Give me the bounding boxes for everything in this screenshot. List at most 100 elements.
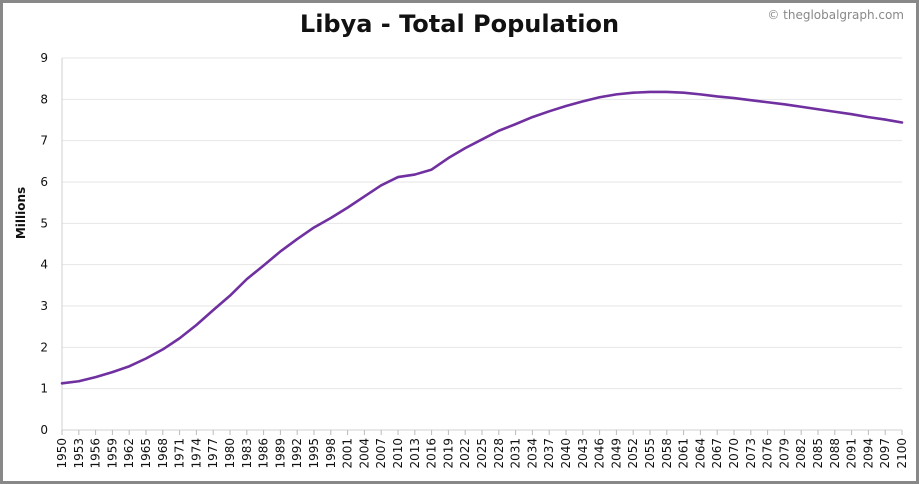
data-point-2028 <box>498 130 500 132</box>
x-tick-label-1980: 1980 <box>223 438 237 469</box>
x-tick-label-2013: 2013 <box>408 438 422 469</box>
data-point-2016 <box>431 169 433 171</box>
data-point-2082 <box>800 106 802 108</box>
x-tick-label-2097: 2097 <box>878 438 892 469</box>
y-tick-label-8: 8 <box>40 92 48 106</box>
x-tick-label-1998: 1998 <box>324 438 338 469</box>
y-axis-label: Millions <box>14 187 28 239</box>
x-tick-label-2040: 2040 <box>559 438 573 469</box>
y-tick-label-7: 7 <box>40 134 48 148</box>
data-point-2040 <box>565 105 567 107</box>
x-tick-label-2076: 2076 <box>761 438 775 469</box>
x-tick-label-2094: 2094 <box>861 438 875 469</box>
data-point-2064 <box>700 94 702 96</box>
data-point-2085 <box>817 108 819 110</box>
x-tick-label-1950: 1950 <box>55 438 69 469</box>
x-tick-label-2061: 2061 <box>677 438 691 469</box>
grid-lines <box>62 58 902 430</box>
data-point-1995 <box>313 227 315 229</box>
data-point-2097 <box>884 119 886 121</box>
data-point-2010 <box>397 176 399 178</box>
data-point-2001 <box>347 207 349 209</box>
data-point-2046 <box>599 96 601 98</box>
data-point-1983 <box>246 278 248 280</box>
x-tick-label-1956: 1956 <box>89 438 103 469</box>
x-tick-label-1989: 1989 <box>273 438 287 469</box>
y-tick-label-6: 6 <box>40 175 48 189</box>
data-point-1971 <box>179 337 181 339</box>
y-tick-label-2: 2 <box>40 340 48 354</box>
data-point-2079 <box>784 103 786 105</box>
data-point-2031 <box>515 123 517 125</box>
series-group <box>61 91 903 384</box>
x-tick-label-2073: 2073 <box>744 438 758 469</box>
data-point-2043 <box>582 101 584 103</box>
x-tick-label-2031: 2031 <box>509 438 523 469</box>
x-tick-label-2079: 2079 <box>777 438 791 469</box>
x-tick-label-2010: 2010 <box>391 438 405 469</box>
data-point-2007 <box>380 185 382 187</box>
data-point-2073 <box>750 99 752 101</box>
data-point-2019 <box>448 157 450 159</box>
x-tick-label-1971: 1971 <box>173 438 187 469</box>
x-tick-label-1983: 1983 <box>240 438 254 469</box>
data-point-2055 <box>649 91 651 93</box>
data-point-1989 <box>280 251 282 253</box>
x-tick-label-1965: 1965 <box>139 438 153 469</box>
x-tick-label-2058: 2058 <box>660 438 674 469</box>
x-tick-label-1995: 1995 <box>307 438 321 469</box>
data-point-2004 <box>364 196 366 198</box>
x-tick-label-1992: 1992 <box>290 438 304 469</box>
x-tick-label-1986: 1986 <box>257 438 271 469</box>
x-tick-label-2025: 2025 <box>475 438 489 469</box>
y-tick-label-1: 1 <box>40 382 48 396</box>
x-tick-label-2037: 2037 <box>542 438 556 469</box>
x-tick-label-2001: 2001 <box>341 438 355 469</box>
data-point-1968 <box>162 349 164 351</box>
y-tick-label-5: 5 <box>40 216 48 230</box>
data-point-2013 <box>414 174 416 176</box>
x-tick-labels: 1950 1953 1956 1959 1962 1965 1968 1971 1974 1977… <box>55 438 909 469</box>
x-tick-label-2034: 2034 <box>525 438 539 469</box>
data-point-2100 <box>901 122 903 124</box>
data-point-2091 <box>851 113 853 115</box>
data-point-2076 <box>767 101 769 103</box>
data-point-2070 <box>733 97 735 99</box>
data-point-2034 <box>532 116 534 118</box>
x-tick-label-1974: 1974 <box>189 438 203 469</box>
x-tick-label-2070: 2070 <box>727 438 741 469</box>
data-point-1986 <box>263 265 265 267</box>
data-point-1965 <box>145 358 147 360</box>
data-point-2088 <box>834 111 836 113</box>
axes <box>62 58 902 435</box>
data-point-2052 <box>632 92 634 94</box>
x-tick-label-2085: 2085 <box>811 438 825 469</box>
x-tick-label-2100: 2100 <box>895 438 909 469</box>
y-tick-label-3: 3 <box>40 299 48 313</box>
x-tick-label-2091: 2091 <box>845 438 859 469</box>
data-point-2067 <box>716 96 718 98</box>
data-point-1950 <box>61 382 63 384</box>
x-tick-label-2067: 2067 <box>710 438 724 469</box>
x-tick-label-1953: 1953 <box>72 438 86 469</box>
x-tick-label-1977: 1977 <box>206 438 220 469</box>
x-tick-label-2052: 2052 <box>626 438 640 469</box>
data-point-1956 <box>95 376 97 378</box>
data-point-2058 <box>666 91 668 93</box>
y-tick-labels: 0 1 2 3 4 5 6 7 8 9 <box>40 51 48 437</box>
data-point-1992 <box>296 238 298 240</box>
data-point-1998 <box>330 217 332 219</box>
data-point-2094 <box>868 116 870 118</box>
x-tick-label-1962: 1962 <box>122 438 136 469</box>
x-tick-label-2082: 2082 <box>794 438 808 469</box>
y-tick-label-4: 4 <box>40 258 48 272</box>
data-point-2022 <box>464 147 466 149</box>
data-point-2061 <box>683 92 685 94</box>
y-tick-label-9: 9 <box>40 51 48 65</box>
data-point-2025 <box>481 139 483 141</box>
x-tick-label-2055: 2055 <box>643 438 657 469</box>
x-tick-label-2016: 2016 <box>425 438 439 469</box>
x-tick-label-2049: 2049 <box>609 438 623 469</box>
data-point-1980 <box>229 295 231 297</box>
